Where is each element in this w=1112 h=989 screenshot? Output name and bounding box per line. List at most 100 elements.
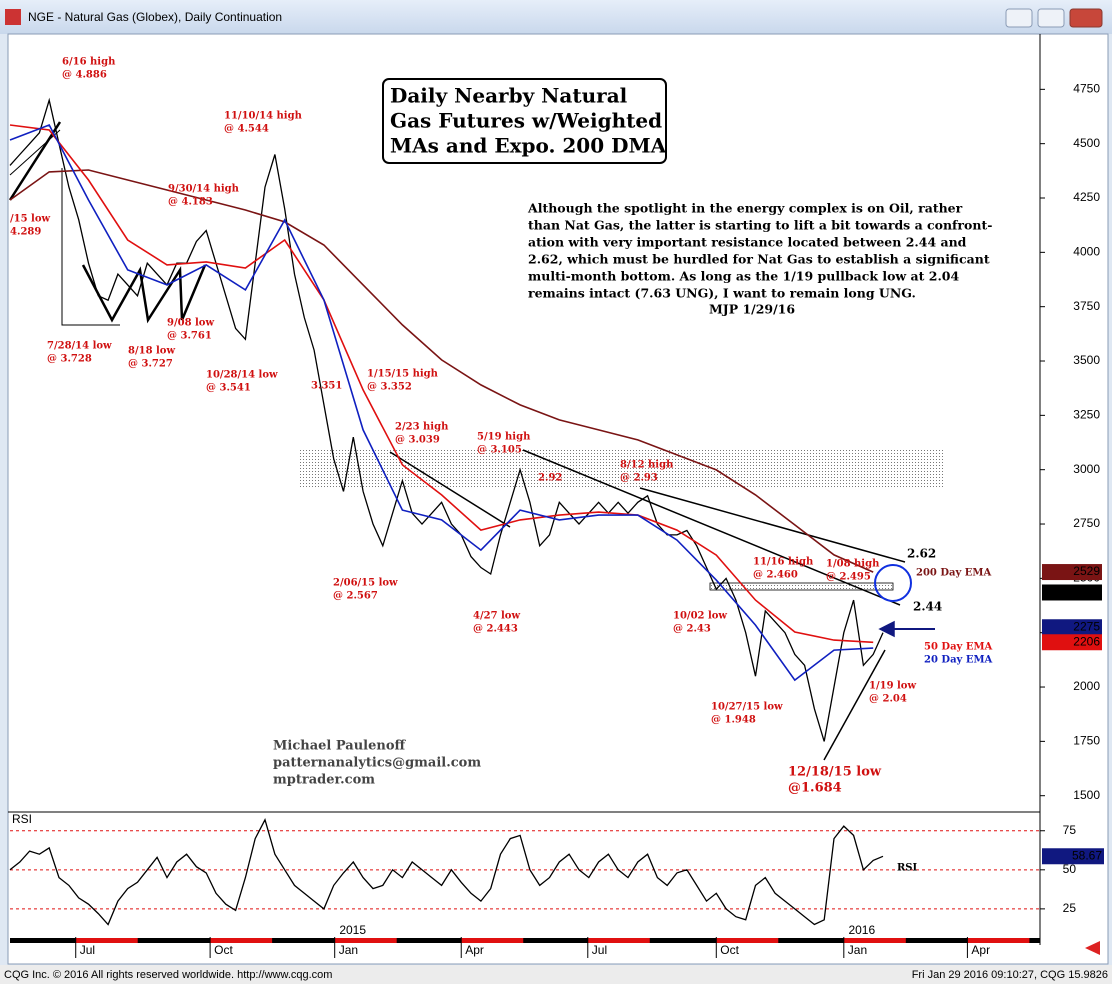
price-box-label: 2275 [1073, 619, 1100, 633]
value-box-label: 58.67 [1072, 848, 1102, 862]
annotation: @ 3.105 [477, 445, 522, 456]
author: Michael Paulenoff [273, 739, 406, 754]
date-strip-segment [75, 938, 138, 943]
annotation: /15 low [10, 214, 51, 225]
annotation: @ 3.727 [128, 359, 173, 370]
annotation: 3.351 [311, 381, 342, 392]
annotation: 2.62 [907, 547, 936, 561]
panel-title: RSI [12, 812, 32, 826]
annotation: @ 2.93 [620, 473, 658, 484]
app-icon [5, 9, 21, 25]
price-box-label: 2435 [1073, 585, 1100, 599]
title-box [382, 78, 667, 164]
window-title: NGE - Natural Gas (Globex), Daily Contin… [28, 10, 282, 24]
y-tick-label: 25 [1063, 901, 1077, 915]
window-buttons[interactable] [1005, 8, 1103, 28]
x-tick-label: Oct [720, 943, 739, 957]
annotation: 10/27/15 low [711, 702, 783, 713]
annotation: @ 3.541 [206, 383, 251, 394]
annotation: 8/18 low [128, 346, 175, 357]
close-button[interactable] [1069, 8, 1103, 28]
trend-line [9, 129, 61, 176]
annotation: @ 3.039 [395, 435, 440, 446]
annotation: 6/16 high [62, 57, 116, 68]
status-bar [0, 965, 1112, 984]
y-tick-label: 75 [1063, 823, 1077, 837]
x-tick-label: Apr [971, 943, 990, 957]
date-strip-segment [587, 938, 650, 943]
x-tick-label: Jan [848, 943, 867, 957]
annotation: @ 2.43 [673, 624, 711, 635]
series-line [9, 169, 874, 573]
annotation: @ 2.495 [826, 572, 871, 583]
series-line [9, 818, 884, 926]
annotation: 2.92 [538, 473, 562, 484]
y-tick-label: 3500 [1073, 353, 1100, 367]
annotation: 2/06/15 low [333, 578, 398, 589]
y-tick-label: 3750 [1073, 299, 1100, 313]
date-strip [10, 938, 1040, 943]
commentary: remains intact (7.63 UNG), I want to rem… [528, 286, 916, 301]
y-tick-label: 4500 [1073, 136, 1100, 150]
author: mptrader.com [273, 773, 375, 788]
signature: MJP 1/29/16 [709, 302, 795, 317]
annotation: 12/18/15 low [788, 765, 882, 780]
legend-label: 200 Day EMA [916, 568, 991, 579]
annotation: 8/12 high [620, 460, 674, 471]
annotation: @ 2.443 [473, 624, 518, 635]
year-label: 2015 [339, 923, 366, 937]
annotation: @ 3.728 [47, 354, 92, 365]
trend-line [389, 451, 511, 528]
x-tick-label: Jan [339, 943, 358, 957]
annotation: @ 2.04 [869, 694, 907, 705]
annotation: @ 3.761 [167, 331, 212, 342]
minimize-button[interactable] [1005, 8, 1033, 28]
commentary: 2.62, which must be hurdled for Nat Gas … [528, 252, 990, 267]
annotation: @1.684 [788, 781, 842, 796]
chart-title: Gas Futures w/Weighted [390, 109, 662, 133]
annotation: 2/23 high [395, 422, 449, 433]
commentary: than Nat Gas, the latter is starting to … [528, 218, 992, 233]
annotation: 5/19 high [477, 432, 531, 443]
pattern-line [81, 264, 207, 324]
commentary: multi-month bottom. As long as the 1/19 … [528, 269, 960, 284]
commentary: ation with very important resistance loc… [528, 235, 967, 250]
y-tick-label: 4750 [1073, 82, 1100, 96]
y-tick-label: 4250 [1073, 190, 1100, 204]
annotation: 11/10/14 high [224, 111, 303, 122]
x-tick-label: Jul [592, 943, 607, 957]
commentary: Although the spotlight in the energy com… [527, 201, 963, 216]
date-strip-segment [716, 938, 779, 943]
scroll-arrow[interactable] [1085, 941, 1100, 955]
price-box [1042, 619, 1102, 636]
annotation: @ 1.948 [711, 715, 756, 726]
trend-drawings [8, 121, 935, 761]
y-tick-label: 4000 [1073, 245, 1100, 259]
trend-line [522, 449, 901, 606]
chart-area [7, 33, 1109, 965]
trend-line [639, 487, 906, 563]
annotation: 1/15/15 high [367, 369, 439, 380]
x-tick-label: Jul [80, 943, 95, 957]
date-strip-segment [967, 938, 1030, 943]
annotation: 1/19 low [869, 681, 916, 692]
date-strip-segment [843, 938, 906, 943]
price-box-label: 2529 [1073, 564, 1100, 578]
y-tick-label: 3250 [1073, 408, 1100, 422]
annotation: 4/27 low [473, 611, 520, 622]
chart-title: MAs and Expo. 200 DMA [390, 134, 667, 158]
author: patternanalytics@gmail.com [273, 756, 481, 771]
annotation: 1/08 high [826, 559, 880, 570]
y-tick-label: 50 [1063, 862, 1077, 876]
y-tick-label: 2000 [1073, 679, 1100, 693]
annotation: @ 4.183 [168, 197, 213, 208]
y-tick-label: 2750 [1073, 516, 1100, 530]
x-tick-label: Oct [214, 943, 233, 957]
support-line [823, 649, 886, 761]
maximize-button[interactable] [1037, 8, 1065, 28]
price-box-label: 2206 [1073, 634, 1100, 648]
year-label: 2016 [848, 923, 875, 937]
annotation: 10/02 low [673, 611, 727, 622]
legend-label: RSI [897, 863, 918, 874]
